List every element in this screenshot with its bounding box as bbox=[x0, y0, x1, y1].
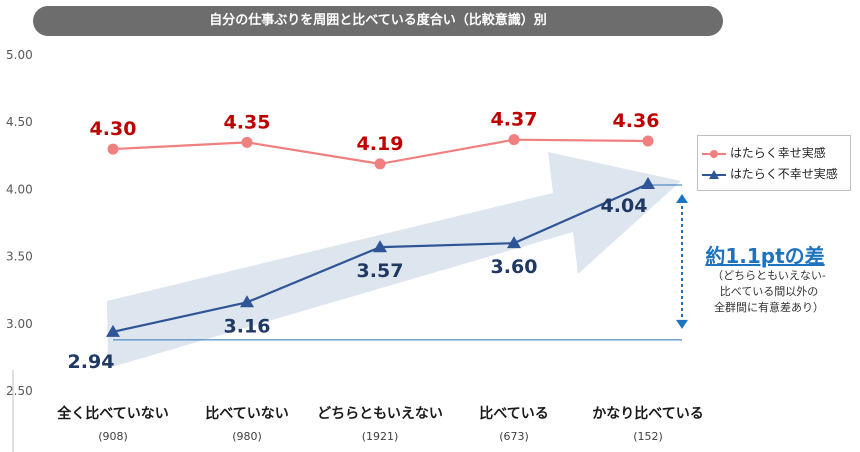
data-label-happy: 4.37 bbox=[491, 109, 538, 131]
x-tick-label: 全く比べていない bbox=[56, 405, 168, 422]
data-point-unhappy bbox=[240, 295, 254, 308]
difference-arrow-down bbox=[676, 319, 688, 329]
difference-arrow-up bbox=[676, 194, 688, 204]
sample-size-label: (908) bbox=[98, 430, 128, 443]
sample-size-label: (152) bbox=[633, 430, 663, 443]
difference-note-line-3: 全群間に有意差あり） bbox=[714, 301, 824, 314]
y-tick-label: 2.50 bbox=[6, 384, 33, 398]
x-tick-label: かなり比べている bbox=[592, 405, 703, 422]
data-point-unhappy bbox=[106, 324, 120, 337]
data-label-happy: 4.30 bbox=[90, 118, 137, 140]
data-label-happy: 4.19 bbox=[357, 133, 404, 155]
x-tick-label: 比べていない bbox=[205, 405, 288, 422]
difference-note: （どちらともいえない- 比べている間以外の 全群間に有意差あり） bbox=[694, 268, 844, 316]
legend-label-unhappy: はたらく不幸せ実感 bbox=[730, 167, 838, 181]
data-point-happy bbox=[374, 158, 386, 170]
data-label-happy: 4.35 bbox=[224, 111, 271, 133]
x-axis: 全く比べていない (908) 比べていない (980) どちらともいえない (1921) 比… bbox=[56, 405, 703, 443]
y-tick-label: 3.00 bbox=[6, 317, 33, 331]
legend-label-happy: はたらく幸せ実感 bbox=[730, 146, 826, 160]
data-label-happy: 4.36 bbox=[613, 110, 660, 132]
sample-size-label: (980) bbox=[232, 430, 262, 443]
legend-item-happy: はたらく幸せ実感 bbox=[702, 144, 826, 162]
y-tick-label: 4.00 bbox=[6, 182, 33, 196]
legend: はたらく幸せ実感 はたらく不幸せ実感 bbox=[697, 135, 851, 191]
data-point-happy bbox=[241, 136, 253, 148]
y-tick-label: 4.50 bbox=[6, 115, 33, 129]
data-point-happy bbox=[107, 143, 119, 155]
chart-title: 自分の仕事ぶりを周囲と比べている度合い（比較意識）別 bbox=[33, 6, 723, 36]
legend-marker-happy bbox=[702, 149, 726, 158]
difference-label: 約1.1ptの差 bbox=[705, 244, 825, 268]
x-tick-label: 比べている bbox=[479, 405, 548, 422]
data-point-unhappy bbox=[507, 236, 521, 249]
sample-size-label: (1921) bbox=[362, 430, 399, 443]
x-tick-label: どちらともいえない bbox=[317, 406, 443, 422]
data-label-unhappy: 4.04 bbox=[601, 195, 648, 217]
data-point-unhappy bbox=[373, 240, 387, 253]
data-label-unhappy: 3.57 bbox=[357, 260, 404, 282]
data-point-happy bbox=[642, 135, 654, 147]
legend-item-unhappy: はたらく不幸せ実感 bbox=[702, 165, 838, 183]
data-label-unhappy: 3.60 bbox=[491, 256, 538, 278]
y-axis: 2.50 3.00 3.50 4.00 4.50 5.00 bbox=[6, 48, 33, 452]
legend-marker-unhappy bbox=[702, 169, 726, 179]
y-tick-label: 3.50 bbox=[6, 250, 33, 264]
data-label-unhappy: 2.94 bbox=[68, 351, 115, 373]
difference-note-line-1: （どちらともいえない- bbox=[712, 269, 826, 282]
difference-note-line-2: 比べている間以外の bbox=[719, 285, 819, 298]
data-point-happy bbox=[508, 134, 520, 146]
data-label-unhappy: 3.16 bbox=[224, 315, 271, 337]
y-tick-label: 5.00 bbox=[6, 48, 33, 62]
data-point-unhappy bbox=[641, 177, 655, 190]
sample-size-label: (673) bbox=[499, 430, 529, 443]
trend-arrow bbox=[107, 152, 681, 368]
